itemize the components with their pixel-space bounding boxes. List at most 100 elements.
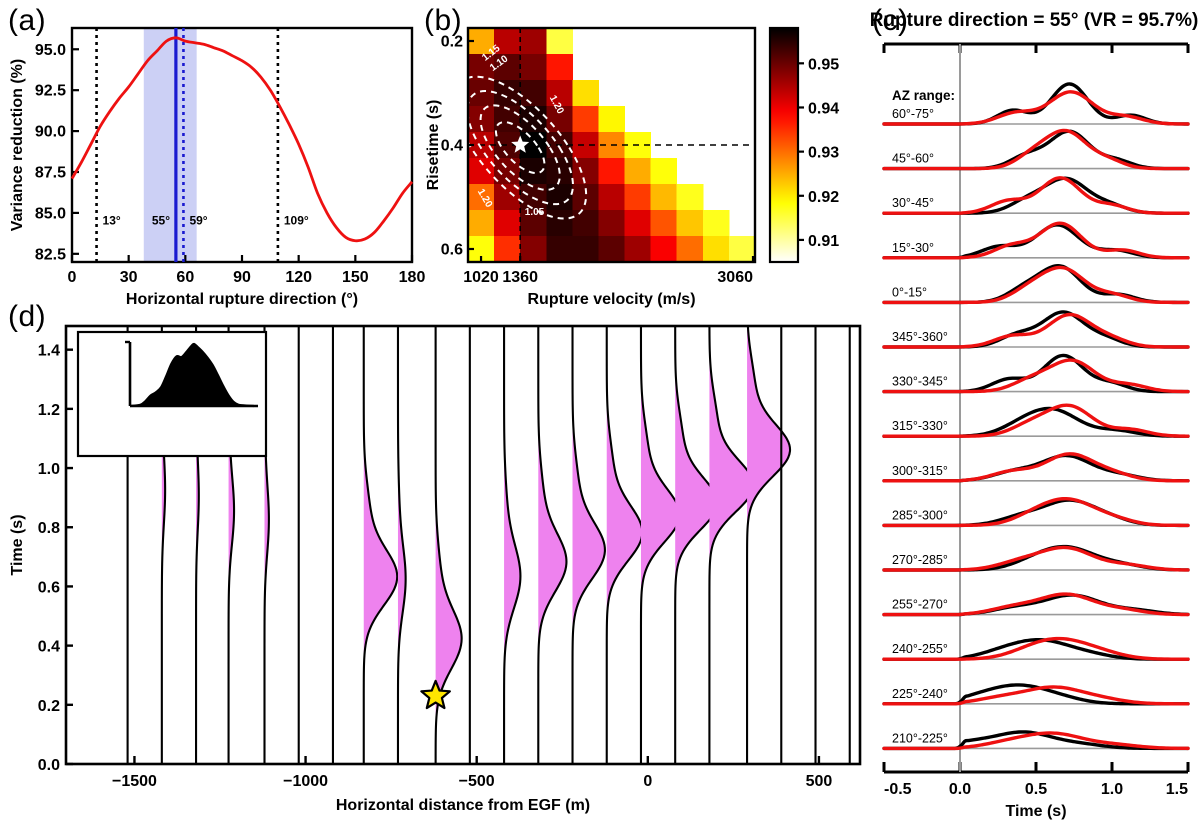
subevent-outline [571, 327, 606, 763]
synthetic-waveform [882, 358, 1190, 394]
panel-a-annotation: 59° [189, 213, 207, 227]
heatmap-cell [650, 210, 678, 237]
subevent-fill [640, 327, 680, 763]
az-range-label: 345°-360° [892, 330, 948, 344]
waveform-row [882, 128, 1190, 171]
heatmap-cell [598, 158, 626, 185]
panel-a-annotation: 109° [284, 213, 309, 227]
panel-d-xtick: −500 [459, 773, 495, 790]
heatmap-cell [572, 80, 599, 107]
panel-a-xtick: 0 [68, 269, 77, 286]
subevent-outline [362, 327, 399, 763]
synthetic-waveform [882, 545, 1190, 572]
az-range-label: 330°-345° [892, 375, 948, 389]
heatmap-cell [624, 236, 652, 263]
heatmap-cell [520, 80, 547, 107]
panel-c-xtick: 0.5 [1025, 781, 1047, 798]
az-range-label: 210°-225° [892, 731, 948, 745]
heatmap-cell [494, 210, 521, 237]
egf-star [420, 679, 451, 710]
panel-d-xtick: 500 [806, 773, 833, 790]
panel-c-label: (c) [872, 4, 909, 37]
heatmap-cell [676, 236, 704, 263]
panel-a-frame [70, 26, 414, 264]
colorbar-tick: 0.91 [808, 233, 839, 250]
panel-b-ytick: 0.4 [441, 138, 463, 155]
contour-1.15 [466, 90, 574, 206]
subevent-trace [674, 327, 719, 763]
panel-d-xtick: −1500 [112, 773, 157, 790]
panel-b-xlabel: Rupture velocity (m/s) [527, 291, 695, 308]
subevent-outline [639, 327, 681, 763]
heatmap-cell [624, 210, 652, 237]
panel-a-chart: 82.5 85.0 87.5 90.0 92.5 95.0 0 30 60 90 120 150 180… [9, 26, 425, 308]
az-range-label: 240°-255° [892, 642, 948, 656]
panel-a-label: (a) [8, 4, 47, 37]
panel-d-ylabel: Time (s) [9, 514, 26, 575]
heatmap-cell [546, 184, 573, 211]
heatmap-cells [468, 28, 756, 263]
heatmap-cell [546, 236, 573, 263]
synthetic-waveform [882, 592, 1190, 617]
synthetic-waveform [882, 176, 1190, 215]
heatmap-cell [676, 184, 704, 211]
heatmap-cell [650, 236, 678, 263]
az-range-label: 300°-315° [892, 464, 948, 478]
panel-d-ytick: 0.0 [38, 757, 60, 774]
subevent-fill [572, 327, 605, 763]
synthetic-waveform [882, 403, 1190, 438]
heatmap-cell [494, 236, 521, 263]
panel-a-annotation: 55° [152, 213, 170, 227]
panel-c-xtick: 0.0 [949, 781, 971, 798]
synthetic-waveform [882, 731, 1190, 751]
colorbar-tick: 0.93 [808, 145, 839, 162]
subevent-fill [709, 327, 754, 763]
waveform-row [882, 544, 1190, 572]
panel-c-header: Rupture direction = 55° (VR = 95.7%) [870, 10, 1199, 31]
waveform-row [882, 403, 1190, 438]
panel-a-xtick: 120 [285, 269, 312, 286]
contour-1.10 [479, 104, 561, 191]
heatmap-cell [520, 236, 547, 263]
waveform-row [882, 310, 1190, 349]
heatmap-cell [572, 184, 599, 211]
az-range-label: 15°-30° [892, 241, 934, 255]
synthetic-waveform [882, 452, 1190, 483]
contour-1.05 [494, 121, 546, 175]
colorbar [768, 26, 800, 264]
panel-b-label: (b) [424, 4, 463, 37]
heatmap-cell [650, 158, 678, 185]
subevent-trace [396, 327, 407, 763]
waveform-row [882, 353, 1190, 394]
synthetic-waveform [882, 90, 1190, 126]
panel-d-xtick: 0 [643, 773, 652, 790]
waveform-row [882, 82, 1190, 126]
panel-a-ytick: 95.0 [35, 42, 66, 59]
subevent-fill [747, 327, 791, 763]
az-range-label: 30°-45° [892, 196, 934, 210]
panel-a-ytick: 87.5 [35, 165, 66, 182]
panel-c-xlabel: Time (s) [1005, 803, 1066, 820]
heatmap-cell [572, 106, 599, 133]
synthetic-waveform [882, 636, 1190, 661]
heatmap-cell [520, 210, 547, 237]
subevent-fill [264, 327, 269, 763]
heatmap-cell [546, 80, 573, 107]
panel-a-ytick: 82.5 [35, 246, 66, 263]
heatmap-cell [598, 210, 626, 237]
subevent-outline [605, 327, 644, 763]
heatmap-cell [494, 54, 521, 81]
subevent-fill [397, 327, 406, 763]
subevent-trace [746, 327, 792, 763]
panel-a-xlabel: Horizontal rupture direction (°) [126, 291, 358, 308]
heatmap-cell [624, 184, 652, 211]
waveform-row [882, 683, 1190, 706]
waveform-row [882, 592, 1190, 617]
heatmap-cell [494, 106, 521, 133]
subevent-outline [746, 327, 792, 763]
subevent-fill [363, 327, 398, 763]
panel-a-annotation: 13° [103, 213, 121, 227]
synthetic-waveform [882, 128, 1190, 171]
subevent-outline [674, 327, 719, 763]
